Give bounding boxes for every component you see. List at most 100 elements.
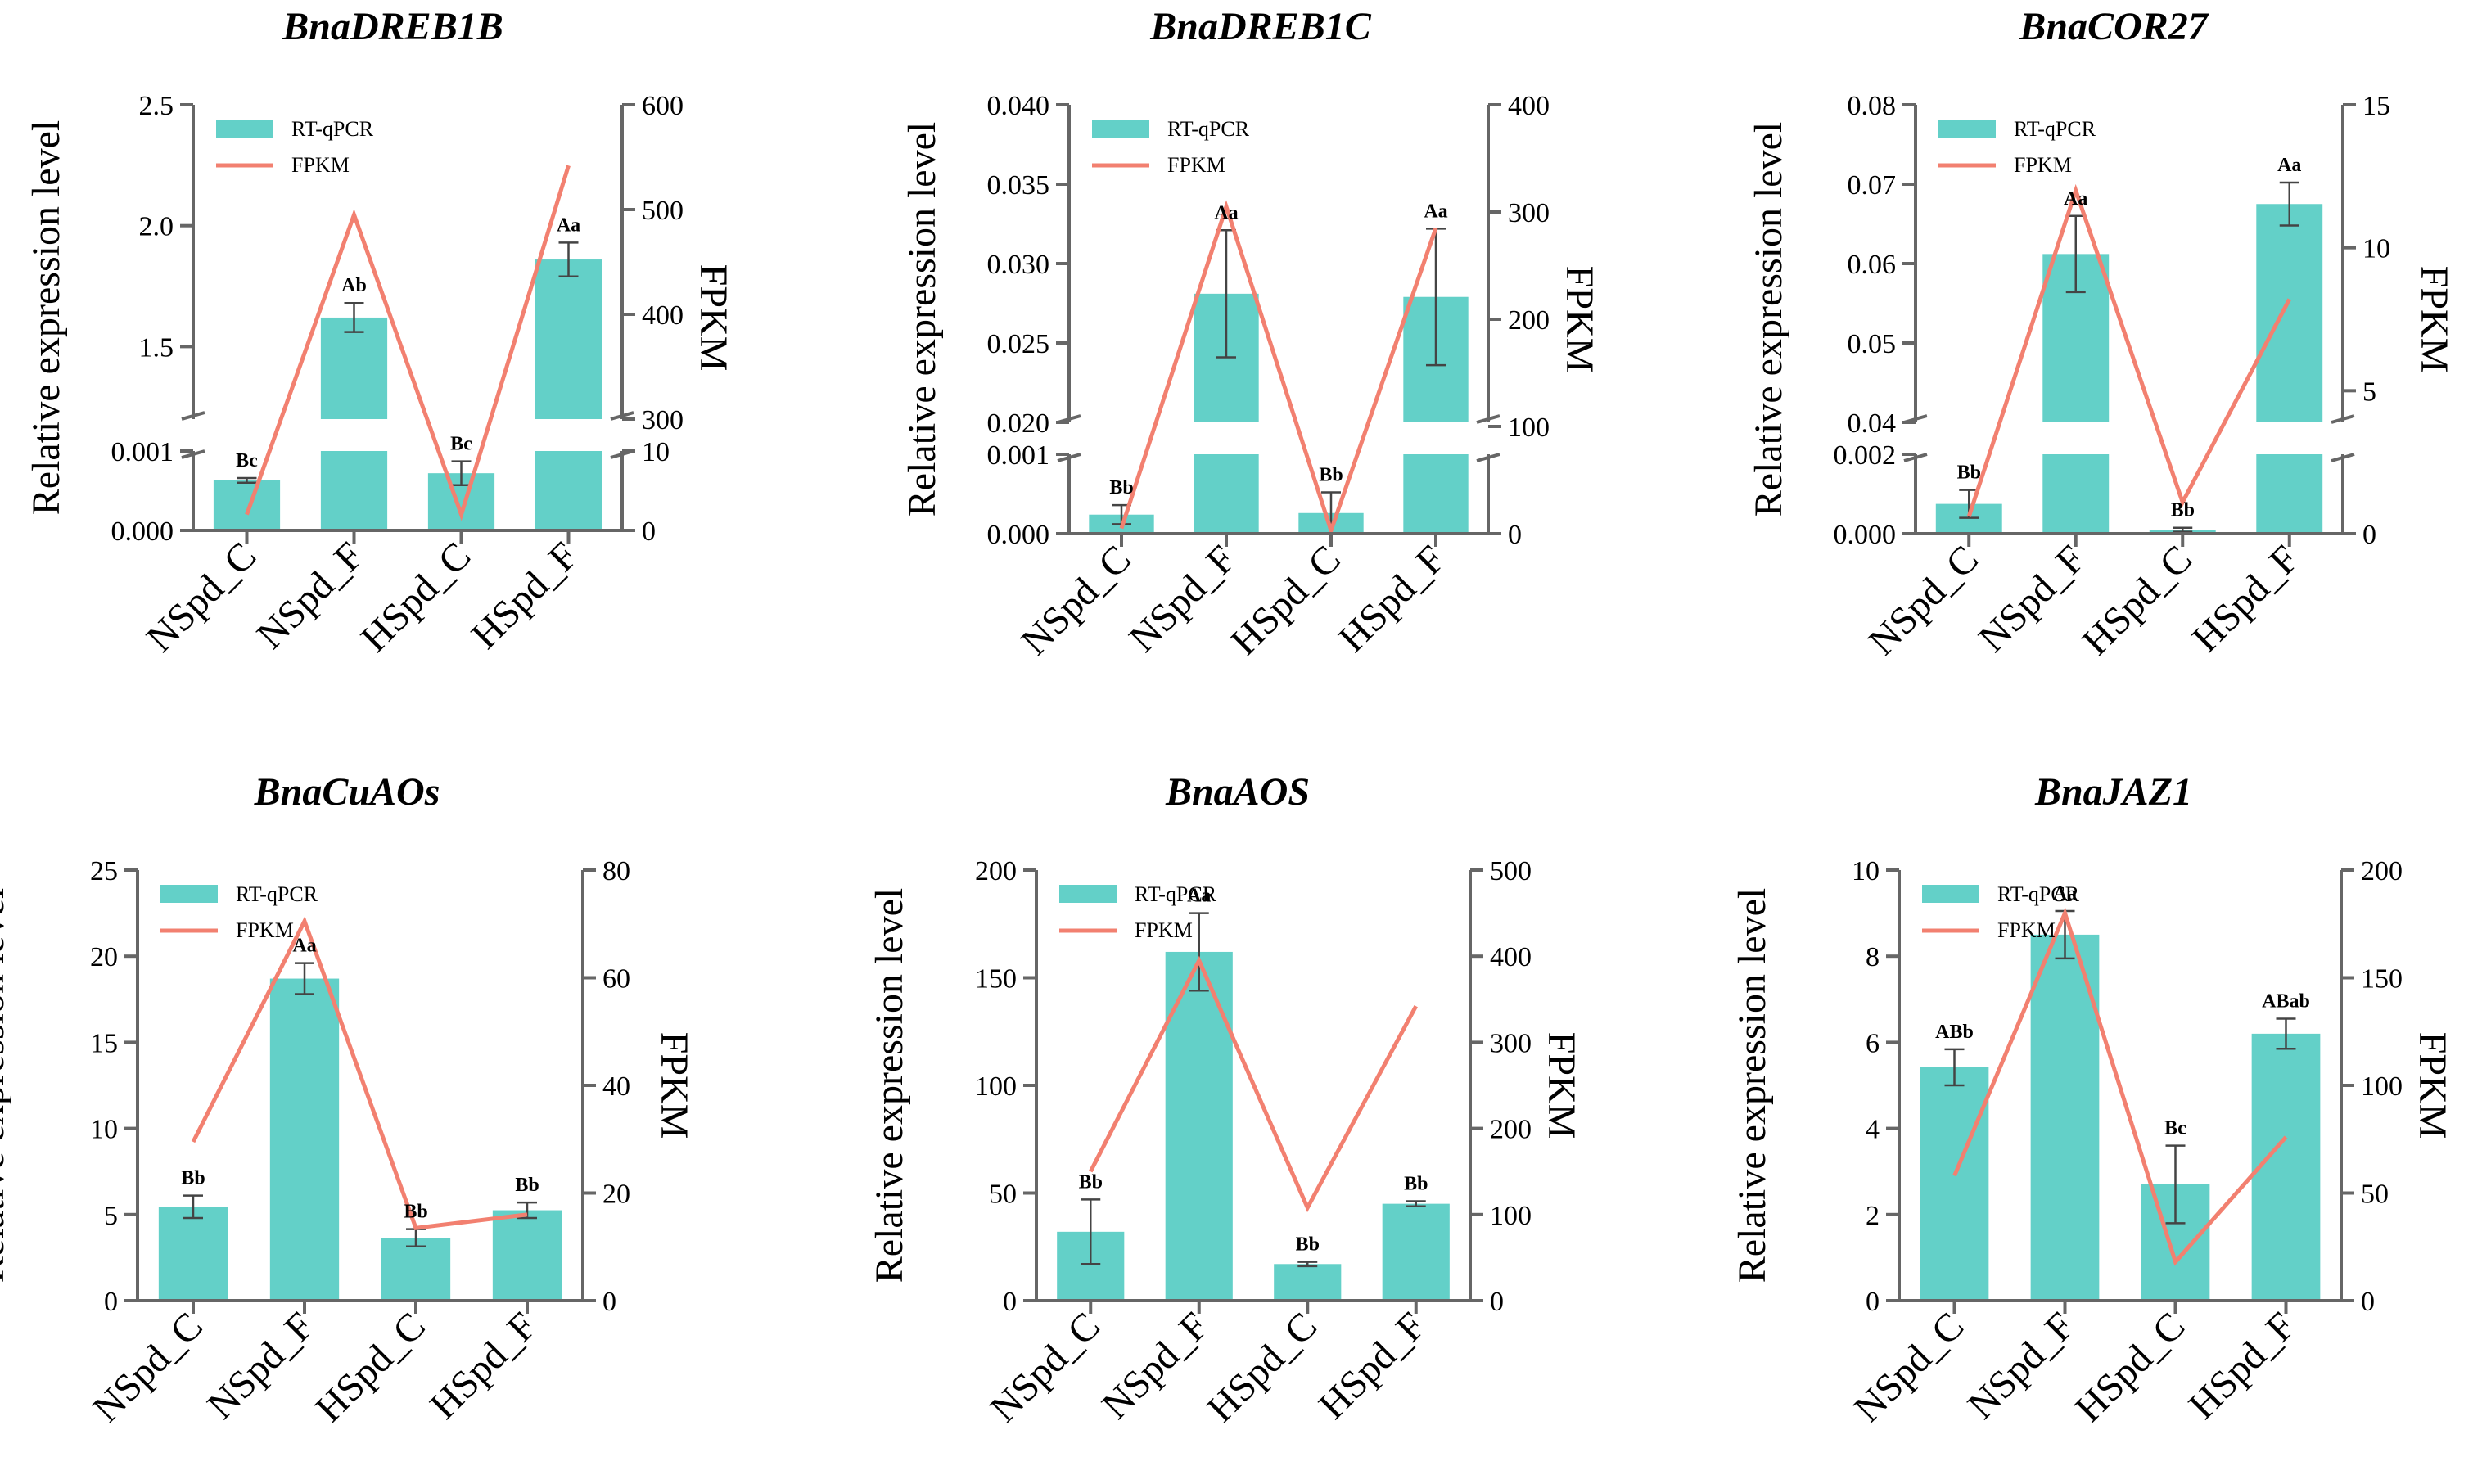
y2-tick-label: 15: [2362, 91, 2390, 121]
y-tick-label: 8: [1866, 942, 1880, 972]
x-tick-label: HSpd_C: [1222, 537, 1348, 663]
axis-break-mark: [1476, 414, 1500, 424]
bar-HSpd_F: [1382, 1203, 1450, 1301]
axes: [1903, 105, 2355, 535]
y-tick-label: 0.002: [1834, 440, 1897, 471]
y-tick-label: 0.000: [1834, 520, 1897, 550]
legend-label-rtqpcr: RT-qPCR: [236, 882, 318, 906]
axis-break-mark: [181, 449, 205, 459]
y2-tick-label: 10: [2362, 234, 2390, 264]
y-tick-label: 0.06: [1848, 250, 1897, 280]
y-tick-label: 4: [1866, 1115, 1880, 1145]
y-tick-label: 15: [90, 1028, 118, 1058]
error-bar-NSpd_C: [1081, 1198, 1101, 1265]
y2-tick-label: 400: [1508, 91, 1550, 121]
y2-tick-label: 400: [642, 300, 684, 331]
legend-label-fpkm: FPKM: [1135, 918, 1193, 942]
significance-label: Bb: [1109, 477, 1133, 498]
significance-label: Bb: [1079, 1171, 1103, 1193]
x-tick-label: NSpd_F: [1094, 1304, 1217, 1428]
x-tick-label: HSpd_F: [2184, 537, 2308, 661]
y-tick-label: 0: [1003, 1287, 1017, 1317]
y-tick-label: 0.040: [987, 91, 1050, 121]
y2-axis-label: FPKM: [692, 264, 735, 372]
y-tick-label: 0.020: [987, 408, 1050, 439]
y-axis-label: Relative expression level: [868, 888, 911, 1283]
x-tick-label: HSpd_C: [1199, 1304, 1325, 1430]
y-tick-label: 0.08: [1848, 91, 1897, 121]
y-tick-label: 0.000: [987, 520, 1050, 550]
x-tick-label: NSpd_C: [1846, 1304, 1972, 1430]
legend-swatch-rtqpcr: [1092, 120, 1149, 138]
y-tick-label: 50: [989, 1180, 1017, 1210]
x-tick-label: HSpd_F: [422, 1304, 545, 1428]
y-tick-label: 0.04: [1848, 408, 1897, 439]
axis-break-mark: [181, 411, 205, 421]
y-tick-label: 0.030: [987, 250, 1050, 280]
y2-tick-label: 20: [602, 1180, 630, 1210]
significance-label: Aa: [2277, 155, 2301, 176]
significance-label: Bc: [236, 450, 258, 471]
significance-label: Bb: [1957, 462, 1981, 484]
bar-HSpd_F: [2251, 1033, 2321, 1301]
error-bar-NSpd_C: [1944, 1048, 1965, 1087]
legend-label-fpkm: FPKM: [2014, 153, 2072, 177]
bar-HSpd_F-lower: [1403, 454, 1469, 534]
legend: RT-qPCR FPKM: [1938, 117, 2096, 177]
y2-tick-label: 0: [1490, 1287, 1504, 1317]
y-tick-label: 0: [1866, 1287, 1880, 1317]
x-tick-label: HSpd_C: [353, 534, 479, 660]
bar-NSpd_F-lower: [1194, 454, 1259, 534]
legend-label-fpkm: FPKM: [236, 918, 294, 942]
bar-NSpd_F: [320, 317, 388, 419]
error-bar-HSpd_C: [451, 460, 472, 486]
bar-NSpd_C: [158, 1207, 228, 1301]
bar-NSpd_C: [213, 480, 281, 530]
y2-tick-label: 60: [602, 964, 630, 995]
legend-label-fpkm: FPKM: [1997, 918, 2056, 942]
y-axis-label: Relative expression level: [0, 888, 12, 1283]
x-tick-label: HSpd_F: [2181, 1304, 2304, 1428]
y-tick-label: 1.5: [139, 332, 174, 363]
error-bar-NSpd_F: [344, 301, 364, 333]
chart-panel-3: BnaCOR27 Relative expression level FPKM Bb A…: [1747, 5, 2456, 664]
x-tick-label: HSpd_C: [307, 1304, 433, 1430]
chart-panel-6: BnaJAZ1 Relative expression level FPKM ABb A…: [1731, 770, 2454, 1431]
bar-HSpd_F: [492, 1210, 562, 1301]
bar-NSpd_F-lower: [2042, 454, 2110, 534]
chart-title: BnaDREB1B: [282, 5, 503, 48]
y-tick-label: 0.05: [1848, 329, 1897, 359]
y-tick-label: 0: [104, 1287, 118, 1317]
chart-title: BnaDREB1C: [1149, 5, 1371, 48]
x-tick-label: NSpd_C: [1013, 537, 1139, 663]
y2-tick-label: 600: [642, 91, 684, 121]
y2-tick-label: 0: [1508, 520, 1522, 550]
x-tick-label: NSpd_C: [84, 1304, 210, 1430]
y2-axis-label: FPKM: [2411, 1032, 2454, 1139]
y2-tick-label: 100: [1490, 1201, 1532, 1231]
error-bar-HSpd_F: [2276, 1017, 2296, 1050]
significance-label: Bb: [181, 1168, 205, 1189]
y-axis-label: Relative expression level: [1731, 888, 1774, 1283]
y2-tick-label: 0: [2362, 520, 2376, 550]
axis-break-mark: [1476, 453, 1500, 462]
y-tick-label: 200: [975, 856, 1017, 886]
legend-label-rtqpcr: RT-qPCR: [1997, 882, 2080, 906]
bar-HSpd_C: [381, 1238, 451, 1301]
bar-NSpd_C: [1920, 1067, 1989, 1301]
legend-label-fpkm: FPKM: [1167, 153, 1225, 177]
chart-panel-2: BnaDREB1C Relative expression level FPKM Bb…: [900, 5, 1601, 664]
legend-label-rtqpcr: RT-qPCR: [2014, 117, 2096, 141]
x-tick-label: NSpd_C: [138, 534, 264, 660]
bar-HSpd_F: [2256, 204, 2323, 422]
axis-break-mark: [610, 411, 634, 421]
x-tick-label: NSpd_F: [199, 1304, 323, 1428]
legend-swatch-rtqpcr: [1059, 885, 1117, 903]
significance-label: Bb: [1296, 1234, 1320, 1256]
y2-tick-label: 100: [1508, 413, 1550, 443]
error-bar-NSpd_F: [1189, 912, 1209, 992]
legend: RT-qPCR FPKM: [160, 882, 318, 942]
x-tick-label: NSpd_F: [1960, 1304, 2083, 1428]
legend-label-rtqpcr: RT-qPCR: [291, 117, 374, 141]
